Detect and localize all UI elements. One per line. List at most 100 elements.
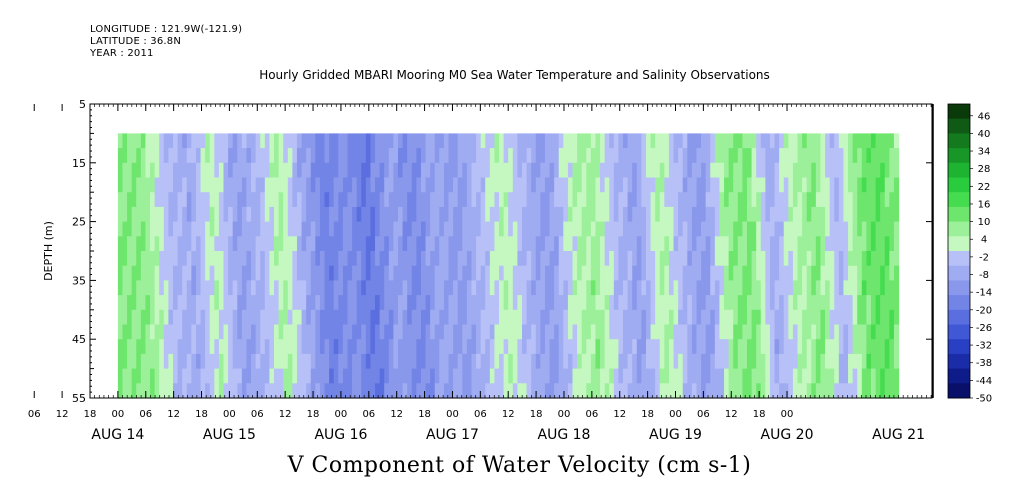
- heatmap-cell: [246, 133, 252, 149]
- heatmap-cell: [278, 353, 284, 370]
- heatmap-cell: [191, 353, 197, 370]
- heatmap-cell: [866, 133, 872, 149]
- heatmap-cell: [577, 251, 583, 267]
- heatmap-cell: [420, 295, 427, 311]
- heatmap-cell: [875, 280, 881, 296]
- heatmap-cell: [485, 206, 491, 223]
- heatmap-cell: [425, 353, 431, 370]
- heatmap-cell: [384, 148, 390, 164]
- heatmap-cell: [609, 324, 615, 340]
- heatmap-cell: [581, 368, 587, 384]
- heatmap-cell: [503, 265, 509, 281]
- colorbar-label: -26: [976, 323, 992, 334]
- heatmap-cell: [742, 177, 748, 193]
- heatmap-cell: [352, 339, 358, 355]
- heatmap-cell: [430, 368, 436, 384]
- heatmap-cell: [251, 383, 257, 399]
- heatmap-cell: [425, 265, 431, 281]
- heatmap-cell: [466, 324, 473, 340]
- heatmap-cell: [388, 236, 395, 252]
- heatmap-cell: [701, 206, 707, 223]
- heatmap-cell: [747, 162, 753, 179]
- heatmap-cell: [861, 368, 867, 384]
- heatmap-cell: [131, 383, 137, 399]
- heatmap-cell: [540, 383, 546, 399]
- heatmap-cell: [338, 368, 344, 384]
- heatmap-cell: [820, 251, 826, 267]
- heatmap-cell: [448, 324, 454, 340]
- heatmap-cell: [857, 236, 863, 252]
- colorbar-label: -32: [976, 341, 992, 352]
- heatmap-cell: [241, 221, 248, 237]
- heatmap-cell: [802, 192, 808, 208]
- heatmap-cell: [205, 353, 211, 370]
- heatmap-cell: [508, 265, 514, 281]
- heatmap-cell: [747, 295, 753, 311]
- heatmap-cell: [269, 133, 275, 149]
- heatmap-cell: [237, 265, 243, 281]
- heatmap-cell: [825, 206, 831, 223]
- heatmap-cell: [388, 162, 395, 179]
- heatmap-cell: [788, 206, 794, 223]
- heatmap-cell: [430, 383, 436, 399]
- heatmap-cell: [728, 265, 734, 281]
- heatmap-cell: [760, 221, 766, 237]
- heatmap-cell: [517, 206, 523, 223]
- heatmap-cell: [544, 339, 551, 355]
- heatmap-cell: [159, 251, 165, 267]
- heatmap-cell: [315, 353, 321, 370]
- heatmap-cell: [618, 280, 624, 296]
- heatmap-cell: [420, 133, 427, 149]
- heatmap-cell: [765, 280, 771, 296]
- heatmap-cell: [159, 236, 165, 252]
- heatmap-cell: [737, 383, 744, 399]
- heatmap-cell: [117, 324, 124, 340]
- heatmap-cell: [820, 192, 826, 208]
- heatmap-cell: [319, 309, 326, 326]
- heatmap-cell: [136, 221, 142, 237]
- heatmap-cell: [159, 309, 165, 326]
- heatmap-cell: [857, 353, 863, 370]
- heatmap-cell: [342, 265, 349, 281]
- heatmap-cell: [503, 280, 509, 296]
- heatmap-cell: [255, 133, 261, 149]
- heatmap-cell: [223, 295, 229, 311]
- heatmap-cell: [756, 251, 762, 267]
- heatmap-cell: [760, 148, 766, 164]
- heatmap-cell: [191, 309, 197, 326]
- heatmap-cell: [485, 353, 491, 370]
- heatmap-cell: [668, 236, 675, 252]
- heatmap-cell: [223, 177, 229, 193]
- heatmap-cell: [893, 295, 900, 311]
- heatmap-cell: [673, 221, 679, 237]
- heatmap-cell: [425, 280, 431, 296]
- heatmap-cell: [274, 177, 280, 193]
- heatmap-cell: [301, 295, 307, 311]
- heatmap-cell: [728, 192, 734, 208]
- heatmap-cell: [829, 295, 835, 311]
- heatmap-cell: [848, 236, 854, 252]
- heatmap-cell: [462, 324, 468, 340]
- heatmap-cell: [264, 221, 271, 237]
- heatmap-cell: [251, 148, 257, 164]
- heatmap-cell: [852, 133, 858, 149]
- heatmap-cell: [200, 353, 206, 370]
- heatmap-cell: [627, 148, 633, 164]
- heatmap-cell: [558, 133, 564, 149]
- heatmap-cell: [893, 192, 900, 208]
- heatmap-cell: [499, 148, 505, 164]
- heatmap-cell: [388, 206, 395, 223]
- heatmap-cell: [379, 177, 385, 193]
- heatmap-cell: [269, 295, 275, 311]
- heatmap-cell: [503, 339, 509, 355]
- heatmap-cell: [521, 236, 528, 252]
- heatmap-cell: [893, 280, 900, 296]
- heatmap-cell: [462, 280, 468, 296]
- heatmap-cell: [705, 236, 711, 252]
- heatmap-cell: [145, 177, 151, 193]
- heatmap-cell: [756, 221, 762, 237]
- heatmap-cell: [352, 368, 358, 384]
- heatmap-cell: [806, 206, 812, 223]
- heatmap-cell: [379, 295, 385, 311]
- heatmap-cell: [760, 162, 766, 179]
